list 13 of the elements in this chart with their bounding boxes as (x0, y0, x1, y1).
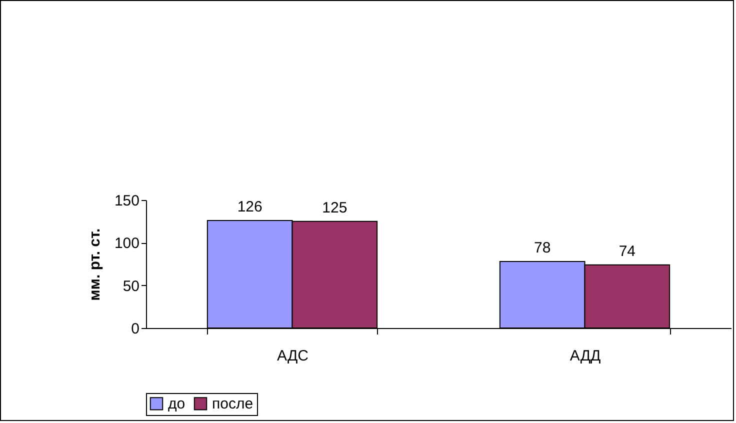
legend-label: после (212, 396, 254, 413)
data-label: 125 (322, 199, 348, 216)
data-label: 74 (618, 242, 636, 260)
x-tick-label: АДД (570, 348, 601, 364)
y-tick-label: 150 (114, 192, 140, 210)
data-label: 78 (534, 239, 551, 256)
y-tick-label: 50 (122, 278, 140, 295)
y-tick-label: 100 (114, 235, 140, 252)
y-axis-title: мм. рт. ст. (86, 228, 104, 301)
y-tick-label: 0 (131, 320, 140, 338)
legend-label: до (168, 396, 186, 413)
data-label: 126 (237, 198, 262, 216)
x-tick-label: АДС (277, 348, 309, 364)
